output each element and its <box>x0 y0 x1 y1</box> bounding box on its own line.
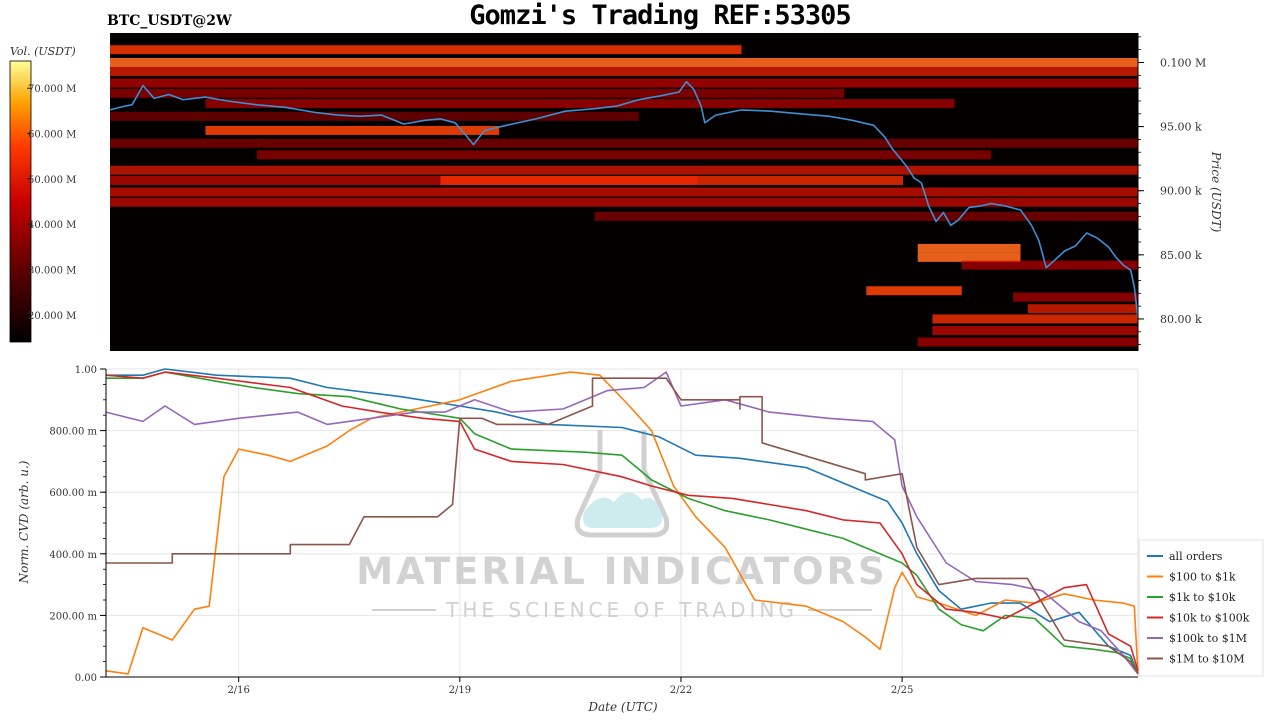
cvd-x-tick-label: 2/19 <box>449 685 471 696</box>
colorbar-tick-label: 70.000 M <box>28 84 76 95</box>
cvd-y-tick-label: 600.00 m <box>49 488 97 499</box>
liquidity-band-22 <box>932 314 1138 324</box>
price-tick-label: 85.00 k <box>1160 249 1202 262</box>
liquidity-band-2 <box>110 66 1138 76</box>
watermark-subtitle: THE SCIENCE OF TRADING <box>445 598 798 622</box>
liquidity-band-0 <box>110 45 742 55</box>
liquidity-band-12 <box>440 175 904 185</box>
cvd-y-tick-label: 1.00 <box>75 365 97 376</box>
liquidity-band-13 <box>110 187 1138 197</box>
watermark-flask-icon <box>574 430 670 538</box>
cvd-y-tick-label: 800.00 m <box>49 427 97 438</box>
symbol-label: BTC_USDT@2W <box>107 13 232 29</box>
price-tick-label: 0.100 M <box>1160 56 1206 69</box>
price-tick-label: 80.00 k <box>1160 313 1202 326</box>
legend-entry-5: $1M to $10M <box>1169 653 1245 666</box>
liquidity-band-10 <box>110 165 1138 175</box>
liquidity-band-9 <box>256 150 992 160</box>
colorbar-tick-label: 60.000 M <box>28 130 76 141</box>
liquidity-band-7 <box>205 125 500 135</box>
cvd-series-line-5 <box>106 377 1139 675</box>
liquidity-band-6 <box>110 111 639 121</box>
cvd-y-axis-label: Norm. CVD (arb. u.) <box>17 460 31 584</box>
liquidity-band-17 <box>917 252 1021 262</box>
cvd-x-axis-label: Date (UTC) <box>587 700 657 714</box>
cvd-y-tick-label: 200.00 m <box>49 611 97 622</box>
cvd-series-line-1 <box>105 371 1139 675</box>
liquidity-band-21 <box>1027 304 1138 314</box>
colorbar <box>9 60 32 343</box>
watermark-flask-liquid <box>583 492 663 528</box>
legend <box>1138 539 1264 677</box>
legend-entry-4: $100k to $1M <box>1169 632 1247 645</box>
legend-entry-0: all orders <box>1169 550 1223 563</box>
cvd-chart: MATERIAL INDICATORS THE SCIENCE OF TRADIN… <box>17 365 1264 714</box>
cvd-x-tick-label: 2/25 <box>891 685 913 696</box>
colorbar-tick-label: 40.000 M <box>28 220 76 231</box>
price-tick-label: 90.00 k <box>1160 185 1202 198</box>
liquidity-band-8 <box>110 138 1138 148</box>
liquidity-band-14 <box>110 197 1138 207</box>
liquidity-band-1 <box>110 58 1138 67</box>
colorbar-tick-label: 20.000 M <box>28 311 76 322</box>
chart-title: Gomzi's Trading REF:53305 <box>469 0 850 31</box>
legend-entry-3: $10k to $100k <box>1169 612 1250 625</box>
legend-entry-1: $100 to $1k <box>1169 571 1236 584</box>
liquidity-band-11 <box>110 175 698 185</box>
liquidity-band-3 <box>110 78 1138 88</box>
liquidity-band-16 <box>917 243 1021 253</box>
cvd-x-tick-label: 2/16 <box>227 685 249 696</box>
colorbar-tick-label: 30.000 M <box>28 265 76 276</box>
liquidity-band-23 <box>932 325 1138 335</box>
cvd-x-tick-label: 2/22 <box>670 685 692 696</box>
liquidity-band-5 <box>205 99 955 109</box>
liquidity-band-15 <box>594 211 1138 221</box>
cvd-series-line-2 <box>106 371 1139 675</box>
colorbar-tick-label: 50.000 M <box>28 175 76 186</box>
price-line <box>109 80 1139 319</box>
cvd-y-tick-label: 0.00 <box>75 673 97 684</box>
cvd-series-line-3 <box>105 371 1139 672</box>
liquidity-band-24 <box>917 337 1138 347</box>
liquidity-heatmap: 0.100 M 95.00 k 90.00 k 85.00 k 80.00 k Price… <box>109 33 1223 351</box>
price-axis-label: Price (USDT) <box>1209 151 1223 233</box>
watermark-title: MATERIAL INDICATORS <box>356 550 887 593</box>
liquidity-band-4 <box>110 88 845 98</box>
cvd-y-tick-label: 400.00 m <box>49 550 97 561</box>
price-tick-label: 95.00 k <box>1160 121 1202 134</box>
legend-entry-2: $1k to $10k <box>1169 591 1236 604</box>
liquidity-band-20 <box>1013 292 1138 302</box>
liquidity-band-19 <box>866 286 962 296</box>
colorbar-label: Vol. (USDT) <box>10 45 76 58</box>
cvd-series-line-0 <box>106 368 1139 675</box>
